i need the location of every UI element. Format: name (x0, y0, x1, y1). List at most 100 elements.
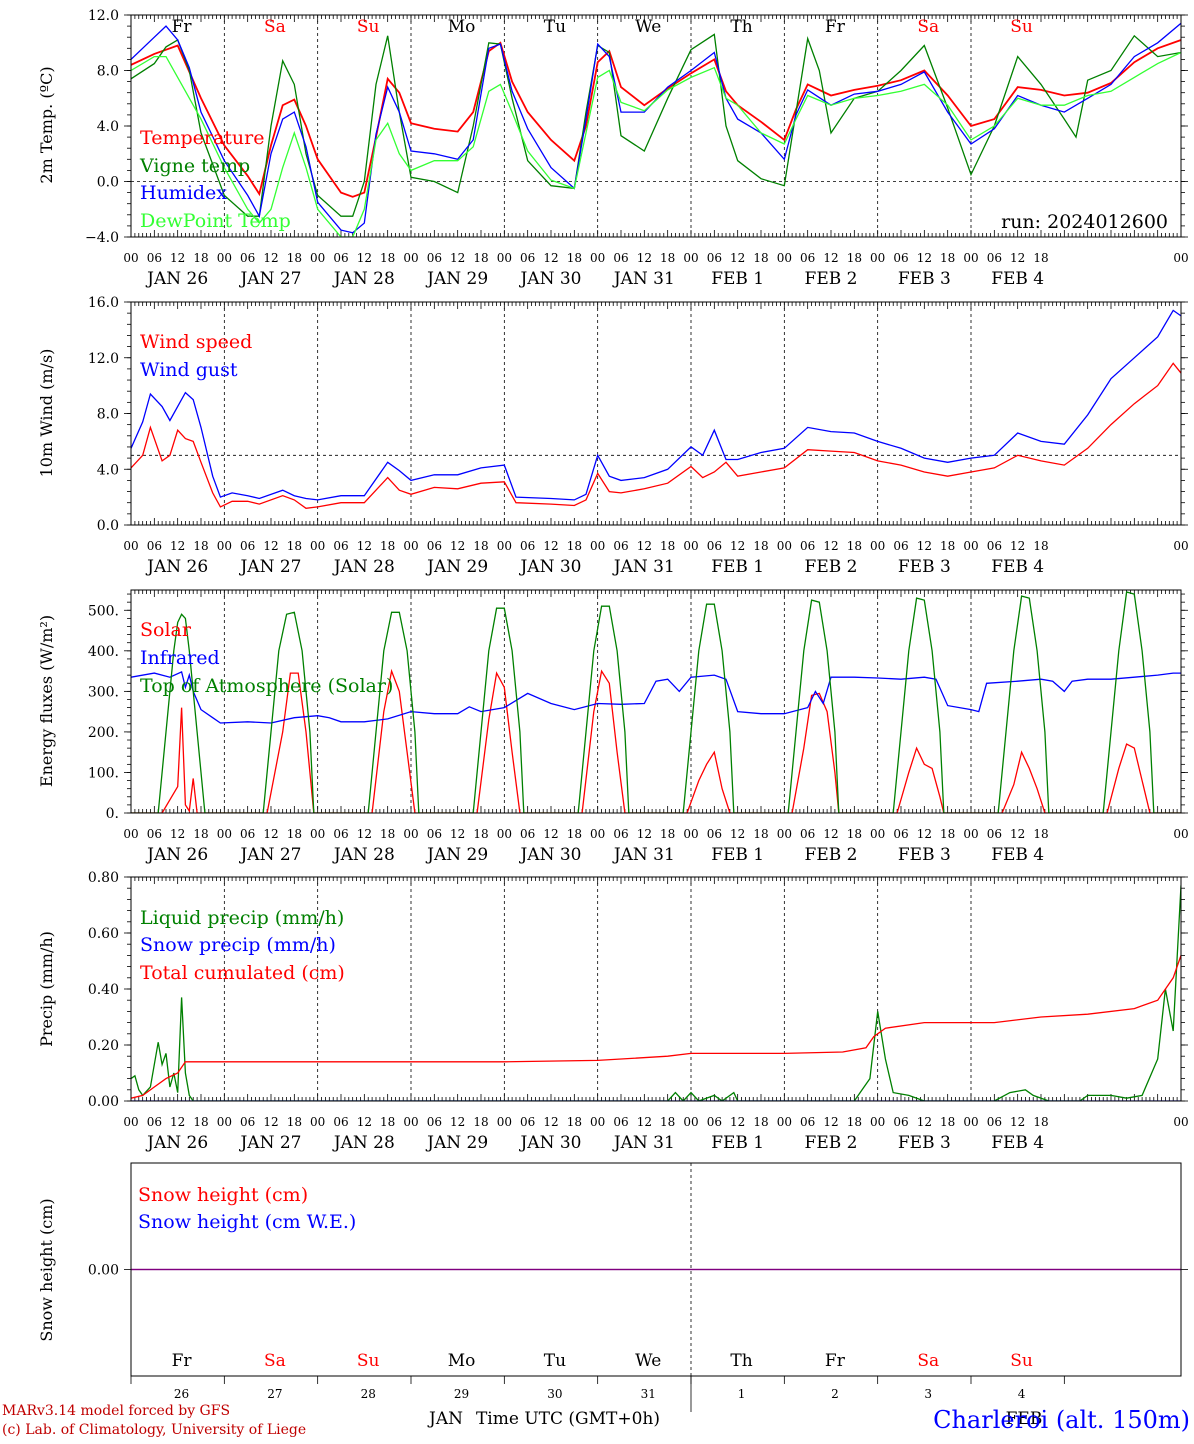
panel-4: 0.80 0.60 0.40 0.20 0.00 Liquid precip (mm/h)… (37, 870, 1189, 1153)
hour-label: 12 (263, 827, 278, 841)
series-line-3 (131, 955, 1181, 1099)
date-label: FEB 3 (898, 269, 951, 289)
panel-2: 16.0 12.0 8.0 4.0 0.0 Wind speed Wind gust 10m … (37, 295, 1189, 577)
date-label: JAN 31 (612, 269, 675, 289)
date-label: FEB 1 (711, 557, 764, 577)
hour-label: 18 (847, 539, 862, 553)
hour-label: 18 (473, 251, 488, 265)
legend-entry: Wind gust (140, 359, 238, 381)
y-tick-label: 16.0 (88, 295, 119, 311)
weekday-label: Tu (544, 17, 566, 37)
hour-label: 00 (870, 1115, 885, 1129)
hour-label: 06 (427, 827, 442, 841)
day-number-label: 27 (267, 1387, 282, 1401)
weekday-label: Sa (917, 17, 939, 37)
weekday-label: We (635, 1351, 661, 1371)
legend-entry: Solar (140, 619, 192, 641)
y-tick-label: 100. (88, 765, 119, 781)
y-tick-label: 0.60 (88, 926, 119, 942)
hour-label: 18 (660, 827, 675, 841)
hour-label: 00 (217, 1115, 232, 1129)
hour-label: 06 (707, 539, 722, 553)
panel-1: 12.0 8.0 4.0 0.0 −4.0 Temperature Vigne temp Hu… (37, 8, 1189, 289)
hour-label: 00 (497, 1115, 512, 1129)
series-line-3 (131, 22, 1181, 234)
weekday-label: Fr (825, 1351, 846, 1371)
date-label: FEB 3 (898, 557, 951, 577)
legend-entry: DewPoint Temp (140, 210, 291, 232)
date-label: FEB 3 (898, 1133, 951, 1153)
date-label: JAN 27 (238, 557, 301, 577)
hour-label: 06 (893, 1115, 908, 1129)
hour-label: 18 (567, 251, 582, 265)
hour-label: 00 (590, 251, 605, 265)
date-label: JAN 30 (518, 557, 581, 577)
hour-label: 18 (753, 251, 768, 265)
hour-label: 06 (147, 827, 162, 841)
plot-frame (130, 1162, 1182, 1377)
day-number-label: 2 (831, 1387, 839, 1401)
hour-label: 12 (450, 251, 465, 265)
hour-label: 06 (613, 539, 628, 553)
y-tick-label: 0.40 (88, 982, 119, 998)
hour-label: 12 (263, 251, 278, 265)
date-label: FEB 4 (991, 557, 1044, 577)
y-tick-label: 8.0 (97, 64, 119, 80)
plot-frame (130, 301, 1182, 526)
date-label: FEB 1 (711, 1133, 764, 1153)
hour-label: 12 (730, 827, 745, 841)
hour-label: 06 (240, 251, 255, 265)
legend-entry: Snow height (cm) (138, 1184, 308, 1206)
hour-label: 00 (963, 1115, 978, 1129)
footer-model: MARv3.14 model forced by GFS (2, 1403, 230, 1419)
hour-label: 12 (730, 1115, 745, 1129)
legend-entry: Infrared (140, 647, 220, 669)
date-label: JAN 26 (145, 557, 208, 577)
hour-label: 12 (357, 251, 372, 265)
hour-label: 06 (147, 251, 162, 265)
hour-label: 06 (987, 1115, 1002, 1129)
series-line-2 (131, 309, 1181, 501)
weekday-label: Su (1010, 17, 1033, 37)
hour-label: 18 (940, 1115, 955, 1129)
date-label: JAN 31 (612, 845, 675, 865)
y-tick-label: 0. (106, 806, 119, 822)
y-axis-label: Energy fluxes (W/m²) (37, 615, 56, 787)
hour-label: 00 (590, 539, 605, 553)
hour-label: 00 (777, 539, 792, 553)
hour-label: 00 (123, 251, 138, 265)
date-label: JAN 28 (332, 269, 395, 289)
date-label: JAN 29 (425, 269, 488, 289)
hour-label: 18 (473, 827, 488, 841)
hour-label: 18 (847, 1115, 862, 1129)
hour-label: 18 (193, 827, 208, 841)
date-label: JAN 30 (518, 269, 581, 289)
date-label: JAN 29 (425, 845, 488, 865)
hour-label: 18 (380, 251, 395, 265)
day-number-label: 31 (641, 1387, 656, 1401)
legend-entry: Humidex (140, 182, 227, 204)
weekday-label: Fr (172, 17, 193, 37)
weekday-label: Su (357, 17, 380, 37)
hour-label: 00 (683, 1115, 698, 1129)
hour-label: 18 (567, 539, 582, 553)
hour-label: 06 (520, 827, 535, 841)
hour-label: 18 (940, 251, 955, 265)
hour-label: 12 (637, 539, 652, 553)
date-label: FEB 2 (805, 269, 858, 289)
hour-label: 12 (263, 539, 278, 553)
hour-label: 18 (287, 1115, 302, 1129)
series-line-2 (131, 33, 1181, 217)
hour-label: 06 (427, 539, 442, 553)
hour-label: 18 (567, 827, 582, 841)
month-label: JAN (427, 1409, 463, 1429)
hour-label: 12 (543, 539, 558, 553)
hour-label: 12 (823, 251, 838, 265)
hour-label: 12 (917, 827, 932, 841)
y-tick-label: 8.0 (97, 407, 119, 423)
hour-label: 06 (147, 539, 162, 553)
hour-label: 06 (800, 1115, 815, 1129)
y-tick-label: 200. (88, 725, 119, 741)
date-label: JAN 29 (425, 1133, 488, 1153)
